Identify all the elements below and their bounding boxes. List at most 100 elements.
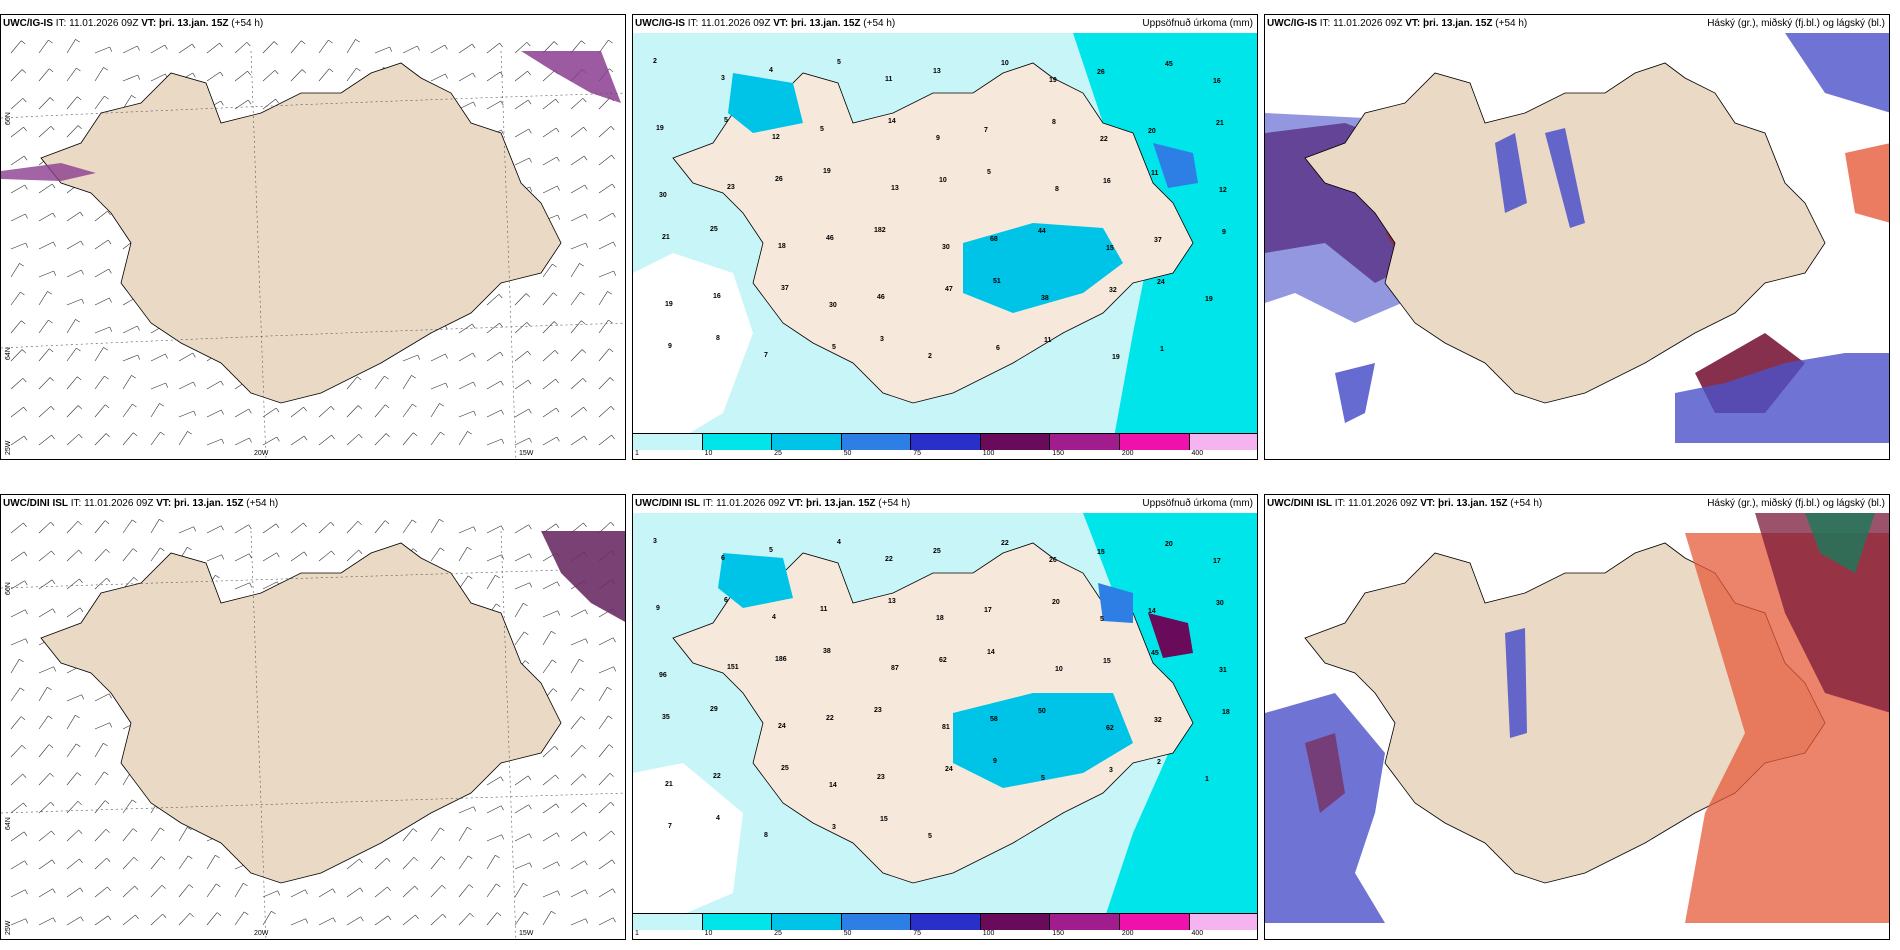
- wind-barb-feather: [554, 745, 559, 750]
- wind-barb-feather: [80, 916, 84, 922]
- wind-barb-feather: [608, 319, 613, 324]
- precip-value: 5: [928, 833, 932, 840]
- wind-barb-feather: [20, 716, 26, 720]
- legend-cell: [1189, 434, 1257, 450]
- precip-zone-northwest: [728, 73, 803, 133]
- precip-value: 7: [668, 823, 672, 830]
- wind-barb-feather: [51, 434, 55, 440]
- wind-barb: [94, 239, 109, 250]
- wind-barb-feather: [51, 579, 56, 585]
- model-name: UWC/DINI ISL: [1267, 498, 1332, 509]
- mid-cloud-west-streaks: [1305, 733, 1345, 813]
- wind-barb: [318, 39, 329, 54]
- wind-barb: [598, 687, 608, 702]
- precip-value: 37: [781, 285, 789, 292]
- low-cloud-inland-2: [1545, 128, 1585, 228]
- legend-tick-label: 400: [1191, 450, 1204, 457]
- wind-barb-feather: [220, 525, 224, 531]
- vt-value: þri. 13.jan. 15Z: [1438, 498, 1508, 509]
- wind-barb: [542, 321, 555, 334]
- precip-value: 11: [885, 76, 893, 83]
- wind-barb-feather: [132, 403, 137, 408]
- legend-cell: [1119, 914, 1190, 930]
- wind-barb: [346, 549, 359, 562]
- wind-barb-feather: [20, 291, 25, 296]
- wind-barb-feather: [160, 856, 166, 860]
- precip-legend: 1 10 25 50 75 100 150 200 400: [633, 913, 1257, 939]
- wind-barb-feather: [612, 917, 616, 923]
- low-cloud-patch: [1335, 363, 1375, 423]
- precip-value: 25: [710, 226, 718, 233]
- legend-ticks: 1 10 25 50 75 100 150 200 400: [633, 929, 1257, 939]
- wind-barb: [514, 128, 530, 138]
- wind-barb-feather: [187, 827, 192, 831]
- wind-barb-feather: [25, 242, 28, 248]
- wind-barb-feather: [247, 70, 251, 76]
- wind-barb-feather: [22, 378, 27, 383]
- precip-value: 16: [1213, 78, 1221, 85]
- iceland-land: [40, 542, 562, 884]
- precip-value: 10: [1001, 60, 1009, 67]
- model-name: UWC/DINI ISL: [3, 498, 68, 509]
- wind-barb: [150, 827, 161, 842]
- wind-barb: [570, 40, 582, 54]
- precip-zone-northwest: [718, 553, 793, 608]
- wind-barb-feather: [221, 438, 224, 444]
- wind-barb-feather: [79, 887, 84, 893]
- precip-value: 7: [984, 127, 988, 134]
- it-label: IT:: [702, 498, 714, 509]
- precip-value: 13: [888, 598, 896, 605]
- wind-barb-feather: [164, 44, 168, 50]
- wind-barb-feather: [415, 914, 419, 920]
- wind-barb: [206, 438, 222, 446]
- wind-barb: [570, 263, 580, 278]
- wind-barb-feather: [248, 524, 252, 530]
- wind-barb: [66, 434, 80, 446]
- wind-barb-feather: [24, 435, 28, 441]
- wind-barb-feather: [498, 294, 503, 299]
- dotted-grid: [1, 530, 625, 939]
- wind-barb-feather: [53, 270, 56, 276]
- panel-header: UWC/IG-IS IT: 11.01.2026 09Z VT: þri. 13…: [3, 18, 263, 29]
- precip-value: 4: [772, 614, 776, 621]
- legend-cell: [1050, 434, 1120, 450]
- wind-barb: [122, 885, 135, 898]
- wind-barb: [38, 521, 51, 534]
- wind-barb-feather: [249, 582, 252, 588]
- wind-barb-feather: [75, 39, 80, 43]
- legend-tick-label: 25: [774, 930, 782, 937]
- legend-cell: [841, 434, 912, 450]
- wind-barb: [66, 405, 79, 418]
- wind-barb-feather: [527, 775, 532, 781]
- wind-barb: [486, 805, 502, 814]
- wind-barb: [402, 45, 418, 54]
- wind-barb-feather: [555, 803, 560, 809]
- wind-barb-feather: [501, 409, 504, 415]
- wind-barb: [66, 269, 82, 278]
- precip-value: 26: [1097, 69, 1105, 76]
- wind-barb-feather: [608, 715, 613, 720]
- wind-barb-feather: [612, 183, 616, 189]
- wind-barb: [66, 376, 78, 390]
- wind-barb-feather: [21, 349, 26, 354]
- wind-barb: [542, 803, 557, 814]
- precip-value: 30: [942, 244, 950, 251]
- precip-legend: 1 10 25 50 75 100 150 200 400: [633, 433, 1257, 459]
- wind-barb: [38, 212, 54, 222]
- precip-zone-east: [1153, 143, 1198, 188]
- precip-value: 8: [1055, 186, 1059, 193]
- model-name: UWC/IG-IS: [3, 18, 53, 29]
- wind-barb: [38, 270, 54, 278]
- wind-barb: [374, 46, 390, 54]
- wind-barb-feather: [612, 212, 616, 218]
- wind-barb-feather: [160, 431, 165, 436]
- wind-barb: [430, 73, 446, 82]
- wind-barb: [10, 263, 20, 278]
- wind-barb: [94, 433, 107, 446]
- wind-barb-feather: [440, 827, 445, 832]
- wind-barb-feather: [104, 771, 109, 776]
- wind-barb: [542, 156, 558, 166]
- wind-barb: [10, 522, 24, 534]
- wind-barb-feather: [192, 352, 196, 358]
- precip-value: 13: [891, 185, 899, 192]
